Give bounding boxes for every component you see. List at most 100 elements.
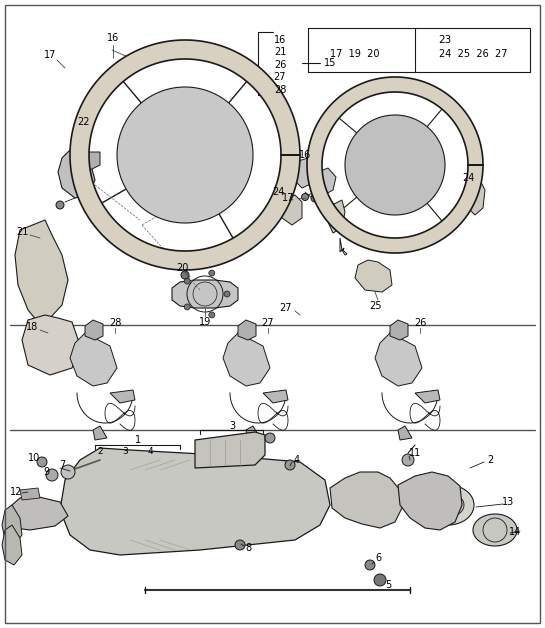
Polygon shape	[375, 333, 422, 386]
Text: 27: 27	[274, 72, 286, 82]
Text: 16: 16	[274, 35, 286, 45]
Circle shape	[184, 278, 190, 284]
Text: 24: 24	[462, 173, 474, 183]
Polygon shape	[315, 168, 336, 196]
Circle shape	[46, 469, 58, 481]
Text: 5: 5	[385, 580, 391, 590]
Polygon shape	[330, 472, 402, 528]
Polygon shape	[398, 472, 462, 530]
Polygon shape	[20, 488, 40, 500]
Polygon shape	[117, 87, 253, 223]
Polygon shape	[246, 426, 260, 440]
Text: 13: 13	[502, 497, 514, 507]
Polygon shape	[93, 426, 107, 440]
Circle shape	[311, 194, 319, 202]
Circle shape	[61, 465, 75, 479]
Text: 18: 18	[26, 322, 38, 332]
Circle shape	[184, 304, 190, 310]
Text: 8: 8	[245, 543, 251, 553]
Text: 23: 23	[438, 35, 452, 45]
Text: 24: 24	[272, 187, 284, 197]
Text: 17: 17	[44, 50, 56, 60]
Text: 27: 27	[262, 318, 274, 328]
Text: 1: 1	[135, 435, 141, 445]
Text: 3: 3	[229, 421, 235, 431]
Circle shape	[374, 574, 386, 586]
Circle shape	[56, 201, 64, 209]
Polygon shape	[328, 200, 345, 233]
Text: 10: 10	[28, 453, 40, 463]
Circle shape	[209, 312, 215, 318]
Polygon shape	[415, 390, 440, 403]
Polygon shape	[223, 333, 270, 386]
Text: 28: 28	[274, 85, 286, 95]
Text: 24  25  26  27: 24 25 26 27	[439, 49, 507, 59]
Text: 21: 21	[16, 227, 28, 237]
Text: 21: 21	[274, 47, 286, 57]
Text: 9: 9	[43, 467, 49, 477]
Text: 17: 17	[282, 193, 294, 203]
Polygon shape	[292, 158, 318, 188]
Text: 3: 3	[122, 448, 128, 457]
Polygon shape	[345, 115, 445, 215]
Text: 15: 15	[324, 58, 336, 68]
Polygon shape	[2, 505, 22, 545]
Polygon shape	[140, 113, 227, 197]
Text: 4: 4	[147, 448, 153, 457]
Circle shape	[365, 560, 375, 570]
Circle shape	[265, 433, 275, 443]
Polygon shape	[70, 333, 117, 386]
Polygon shape	[355, 260, 392, 292]
Text: 4: 4	[294, 455, 300, 465]
Polygon shape	[398, 426, 412, 440]
Text: 16: 16	[107, 33, 119, 43]
Polygon shape	[70, 40, 300, 270]
Polygon shape	[195, 432, 265, 468]
Polygon shape	[468, 180, 485, 215]
Polygon shape	[22, 315, 80, 375]
Polygon shape	[58, 148, 95, 198]
Polygon shape	[390, 320, 408, 340]
Text: 2: 2	[487, 455, 493, 465]
Polygon shape	[80, 148, 100, 170]
Polygon shape	[15, 220, 68, 322]
Text: 7: 7	[59, 460, 65, 470]
Circle shape	[37, 457, 47, 467]
Polygon shape	[10, 496, 68, 530]
Text: 11: 11	[409, 448, 421, 458]
Polygon shape	[422, 485, 474, 525]
Text: 14: 14	[509, 527, 521, 537]
Polygon shape	[2, 525, 22, 565]
Text: 20: 20	[176, 263, 188, 273]
Polygon shape	[307, 77, 483, 253]
Text: 25: 25	[369, 301, 382, 311]
Circle shape	[209, 270, 215, 276]
Polygon shape	[60, 448, 330, 555]
Circle shape	[285, 460, 295, 470]
Text: 2: 2	[97, 448, 103, 457]
Polygon shape	[340, 238, 347, 255]
Polygon shape	[172, 280, 238, 308]
Text: 12: 12	[10, 487, 22, 497]
Polygon shape	[263, 390, 288, 403]
Text: 22: 22	[77, 117, 89, 127]
Circle shape	[224, 291, 230, 297]
Text: 28: 28	[109, 318, 121, 328]
Circle shape	[301, 193, 308, 200]
Polygon shape	[473, 514, 517, 546]
Text: 27: 27	[278, 303, 291, 313]
Polygon shape	[282, 195, 302, 225]
Circle shape	[235, 540, 245, 550]
Text: 16: 16	[299, 150, 311, 160]
Polygon shape	[110, 390, 135, 403]
Text: 17  19  20: 17 19 20	[330, 49, 380, 59]
Text: 19: 19	[199, 317, 211, 327]
Polygon shape	[238, 320, 256, 340]
Polygon shape	[85, 320, 103, 340]
Text: 26: 26	[414, 318, 426, 328]
Circle shape	[402, 454, 414, 466]
Text: 6: 6	[375, 553, 381, 563]
Polygon shape	[432, 493, 464, 517]
Circle shape	[181, 271, 189, 279]
Text: 26: 26	[274, 60, 286, 70]
